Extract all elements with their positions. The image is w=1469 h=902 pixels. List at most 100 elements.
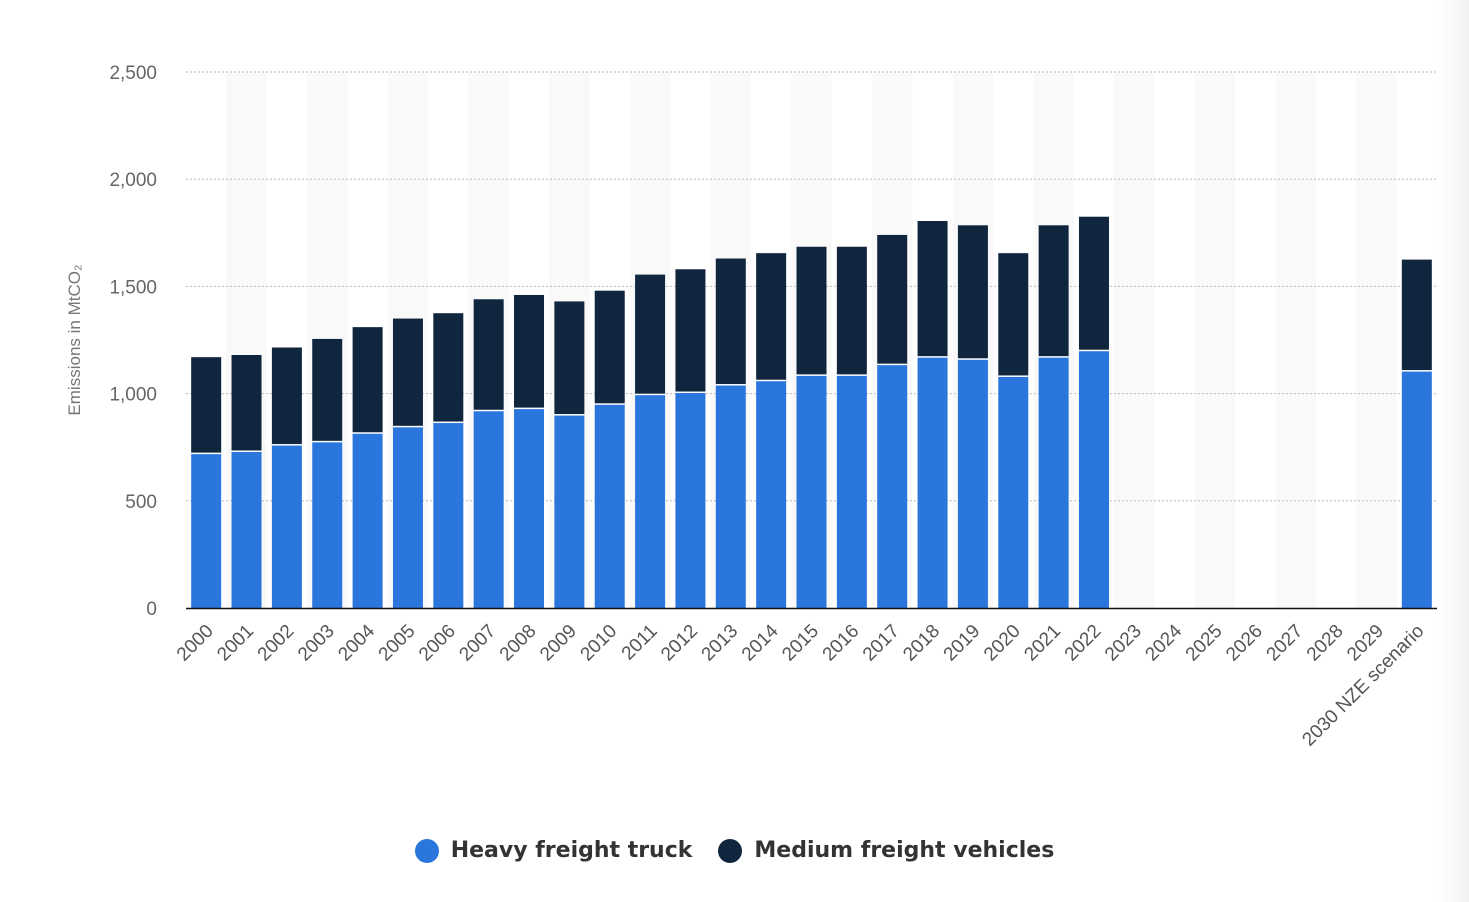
x-tick-label: 2020 xyxy=(980,621,1025,666)
x-tick-label: 2002 xyxy=(254,621,299,666)
bar-heavy-freight-truck[interactable] xyxy=(756,380,787,608)
bar-separator xyxy=(231,450,262,452)
bar-heavy-freight-truck[interactable] xyxy=(635,394,666,608)
y-tick-label: 1,500 xyxy=(109,277,157,298)
bar-medium-freight-vehicles[interactable] xyxy=(756,253,787,380)
legend-label-medium: Medium freight vehicles xyxy=(754,838,1055,863)
y-tick-label: 0 xyxy=(146,599,157,620)
bar-medium-freight-vehicles[interactable] xyxy=(957,225,988,359)
bar-heavy-freight-truck[interactable] xyxy=(1401,371,1432,608)
bar-medium-freight-vehicles[interactable] xyxy=(231,355,262,451)
legend-item-medium[interactable]: Medium freight vehicles xyxy=(718,838,1054,863)
bar-medium-freight-vehicles[interactable] xyxy=(514,294,545,408)
bar-separator xyxy=(554,414,585,416)
bar-separator xyxy=(191,452,222,455)
bar-medium-freight-vehicles[interactable] xyxy=(191,357,222,453)
y-tick-label: 500 xyxy=(125,492,157,513)
bar-medium-freight-vehicles[interactable] xyxy=(836,246,867,375)
bar-heavy-freight-truck[interactable] xyxy=(796,375,827,608)
legend-swatch-heavy xyxy=(414,838,439,863)
bar-medium-freight-vehicles[interactable] xyxy=(917,221,948,357)
x-tick-label: 2015 xyxy=(778,621,823,666)
bar-heavy-freight-truck[interactable] xyxy=(231,451,262,608)
x-tick-label: 2007 xyxy=(455,621,500,666)
x-tick-label: 2006 xyxy=(415,621,460,666)
bar-medium-freight-vehicles[interactable] xyxy=(392,318,423,426)
right-edge-fade xyxy=(1439,0,1469,902)
bar-medium-freight-vehicles[interactable] xyxy=(594,290,625,404)
bar-heavy-freight-truck[interactable] xyxy=(271,445,302,608)
x-tick-label: 2027 xyxy=(1263,621,1308,666)
bar-separator xyxy=(877,363,908,366)
bar-separator xyxy=(594,403,625,405)
bar-medium-freight-vehicles[interactable] xyxy=(635,274,666,394)
x-tick-label: 2004 xyxy=(334,620,379,665)
bar-medium-freight-vehicles[interactable] xyxy=(433,313,464,422)
bar-separator xyxy=(514,407,545,410)
bar-medium-freight-vehicles[interactable] xyxy=(1078,216,1109,350)
bar-medium-freight-vehicles[interactable] xyxy=(1401,259,1432,371)
bar-heavy-freight-truck[interactable] xyxy=(594,404,625,608)
bar-heavy-freight-truck[interactable] xyxy=(352,433,383,608)
bar-heavy-freight-truck[interactable] xyxy=(877,364,908,608)
legend-label-heavy: Heavy freight truck xyxy=(450,838,693,863)
bar-separator xyxy=(917,356,948,358)
x-tick-label: 2024 xyxy=(1141,620,1186,665)
x-tick-label: 2022 xyxy=(1061,621,1106,666)
bar-medium-freight-vehicles[interactable] xyxy=(352,327,383,433)
y-tick-label: 2,500 xyxy=(109,63,157,84)
bar-heavy-freight-truck[interactable] xyxy=(554,415,585,608)
legend-item-heavy[interactable]: Heavy freight truck xyxy=(414,838,693,863)
bar-separator xyxy=(352,432,383,434)
bar-heavy-freight-truck[interactable] xyxy=(998,376,1029,608)
bar-medium-freight-vehicles[interactable] xyxy=(877,234,908,364)
bar-heavy-freight-truck[interactable] xyxy=(433,422,464,608)
bar-separator xyxy=(392,425,423,428)
bar-heavy-freight-truck[interactable] xyxy=(392,426,423,608)
x-tick-label: 2017 xyxy=(859,621,904,666)
x-tick-label: 2019 xyxy=(940,621,985,666)
bar-heavy-freight-truck[interactable] xyxy=(836,375,867,608)
bar-heavy-freight-truck[interactable] xyxy=(191,453,222,608)
bar-separator xyxy=(796,374,827,376)
bar-heavy-freight-truck[interactable] xyxy=(312,441,343,608)
bar-heavy-freight-truck[interactable] xyxy=(514,408,545,608)
x-tick-label: 2026 xyxy=(1222,621,1267,666)
bar-medium-freight-vehicles[interactable] xyxy=(715,258,746,385)
bar-heavy-freight-truck[interactable] xyxy=(917,357,948,608)
bar-medium-freight-vehicles[interactable] xyxy=(473,299,504,410)
x-tick-label: 2011 xyxy=(618,621,662,665)
bar-separator xyxy=(1038,356,1069,358)
y-axis-title: Emissions in MtCO₂ xyxy=(65,264,84,415)
x-tick-label: 2005 xyxy=(375,621,420,666)
bar-heavy-freight-truck[interactable] xyxy=(957,359,988,608)
bar-heavy-freight-truck[interactable] xyxy=(473,410,504,608)
x-tick-label: 2013 xyxy=(698,621,743,666)
bar-medium-freight-vehicles[interactable] xyxy=(1038,225,1069,357)
bar-heavy-freight-truck[interactable] xyxy=(1038,357,1069,608)
bar-separator xyxy=(635,393,666,396)
bar-medium-freight-vehicles[interactable] xyxy=(271,347,302,445)
bar-separator xyxy=(998,375,1029,377)
bar-separator xyxy=(756,379,787,382)
bar-medium-freight-vehicles[interactable] xyxy=(312,338,343,441)
bar-heavy-freight-truck[interactable] xyxy=(715,385,746,608)
bar-heavy-freight-truck[interactable] xyxy=(675,392,706,608)
bar-medium-freight-vehicles[interactable] xyxy=(675,269,706,392)
bar-medium-freight-vehicles[interactable] xyxy=(554,301,585,415)
legend-swatch-medium xyxy=(718,838,743,863)
x-tick-label: 2010 xyxy=(577,621,622,666)
x-tick-label: 2025 xyxy=(1182,621,1227,666)
bar-heavy-freight-truck[interactable] xyxy=(1078,350,1109,608)
bar-separator xyxy=(271,444,302,446)
x-tick-label: 2003 xyxy=(294,621,339,666)
x-tick-label: 2009 xyxy=(536,621,581,666)
bar-separator xyxy=(433,421,464,424)
bar-separator xyxy=(312,440,343,443)
bar-medium-freight-vehicles[interactable] xyxy=(998,253,1029,376)
legend: Heavy freight truck Medium freight vehic… xyxy=(0,838,1469,863)
bar-separator xyxy=(1401,370,1432,372)
bar-medium-freight-vehicles[interactable] xyxy=(796,246,827,375)
y-tick-label: 1,000 xyxy=(109,385,157,406)
